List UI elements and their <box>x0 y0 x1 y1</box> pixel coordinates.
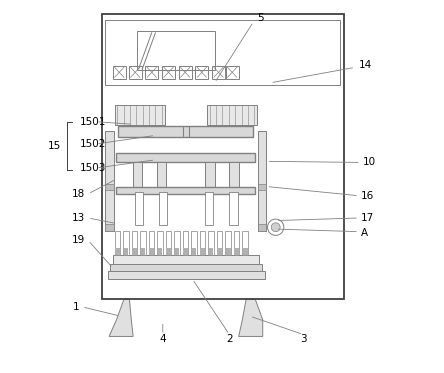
Bar <box>116 187 255 194</box>
Polygon shape <box>109 300 133 336</box>
Text: 17: 17 <box>361 213 374 223</box>
Circle shape <box>268 219 284 235</box>
Bar <box>205 192 214 225</box>
Bar <box>132 248 137 255</box>
Bar <box>105 20 341 85</box>
Bar <box>226 248 230 255</box>
Text: 1: 1 <box>73 302 79 312</box>
Bar <box>140 231 146 255</box>
Bar <box>174 231 180 255</box>
Bar <box>157 231 163 255</box>
Bar <box>133 162 143 190</box>
Bar <box>209 248 214 255</box>
Text: 16: 16 <box>361 191 374 201</box>
Bar <box>200 231 205 255</box>
Bar <box>105 224 114 231</box>
Text: 15: 15 <box>48 141 61 151</box>
Text: 19: 19 <box>72 235 85 245</box>
Bar <box>200 248 205 255</box>
Bar <box>149 231 154 255</box>
Polygon shape <box>239 300 263 336</box>
Bar <box>102 14 344 300</box>
Bar <box>158 248 163 255</box>
Text: 18: 18 <box>72 189 85 199</box>
Bar <box>115 231 120 255</box>
Bar <box>242 231 248 255</box>
Bar <box>141 248 145 255</box>
Bar <box>123 248 128 255</box>
Bar <box>174 248 179 255</box>
Bar <box>157 162 166 190</box>
Bar <box>115 248 120 255</box>
Bar <box>208 231 214 255</box>
Bar <box>258 131 266 231</box>
Bar <box>123 231 129 255</box>
Bar <box>258 224 266 231</box>
Bar <box>230 192 238 225</box>
Text: 3: 3 <box>300 334 307 344</box>
Bar <box>183 231 188 255</box>
Bar <box>212 66 225 79</box>
Text: 1502: 1502 <box>79 139 106 149</box>
Bar <box>234 248 239 255</box>
Bar <box>226 231 231 255</box>
Text: 4: 4 <box>159 334 166 344</box>
Bar <box>217 248 222 255</box>
Circle shape <box>271 223 280 232</box>
Bar <box>110 263 262 272</box>
Bar <box>183 248 188 255</box>
Bar <box>234 231 239 255</box>
Text: 5: 5 <box>257 13 264 23</box>
Bar <box>217 231 222 255</box>
Bar <box>166 231 171 255</box>
Bar <box>107 271 265 279</box>
Bar <box>132 231 137 255</box>
Text: 10: 10 <box>363 157 376 167</box>
Bar <box>129 66 142 79</box>
Text: 14: 14 <box>359 60 372 70</box>
Bar <box>258 184 266 190</box>
Bar <box>195 66 208 79</box>
Bar <box>226 66 239 79</box>
Bar <box>192 248 196 255</box>
Bar <box>162 66 175 79</box>
Bar <box>119 126 254 137</box>
Bar <box>230 162 239 190</box>
Bar <box>116 153 255 162</box>
Bar <box>145 66 159 79</box>
Text: A: A <box>361 228 368 238</box>
Text: 2: 2 <box>226 334 233 344</box>
Bar <box>205 162 214 190</box>
Bar <box>166 248 171 255</box>
Bar <box>137 31 214 70</box>
Bar <box>113 255 259 264</box>
Bar <box>105 184 114 190</box>
Bar <box>105 131 114 231</box>
Text: 13: 13 <box>72 213 85 223</box>
Bar <box>178 66 192 79</box>
Bar <box>159 192 167 225</box>
Bar <box>207 105 257 125</box>
Text: 1503: 1503 <box>79 163 106 173</box>
Bar <box>115 105 165 125</box>
Text: 1501: 1501 <box>79 117 106 127</box>
Bar <box>149 248 154 255</box>
Bar <box>191 231 197 255</box>
Bar <box>135 192 143 225</box>
Bar <box>113 66 126 79</box>
Bar <box>243 248 248 255</box>
